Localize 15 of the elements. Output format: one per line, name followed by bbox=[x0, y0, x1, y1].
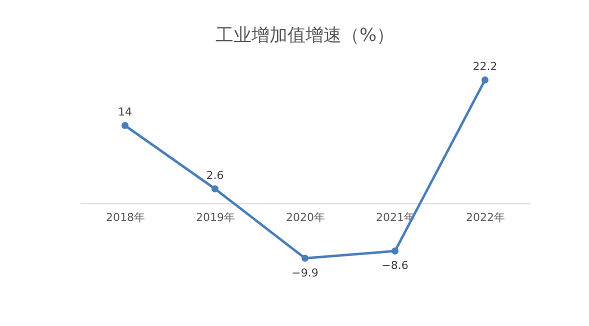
x-tick-label: 2022年 bbox=[466, 210, 505, 224]
x-tick-label: 2019年 bbox=[196, 210, 235, 224]
point bbox=[301, 254, 309, 262]
point bbox=[121, 122, 129, 130]
chart-title: 工业增加值增速（%） bbox=[215, 25, 395, 46]
data-label: −9.9 bbox=[292, 266, 318, 280]
point bbox=[211, 185, 219, 192]
data-label: 14 bbox=[118, 106, 132, 119]
x-tick-label: 2018年 bbox=[106, 210, 145, 224]
data-label: 22.2 bbox=[472, 60, 498, 73]
x-tick-label: 2020年 bbox=[286, 210, 325, 224]
point bbox=[481, 76, 489, 84]
data-label: −8.6 bbox=[382, 259, 408, 272]
point bbox=[391, 248, 399, 255]
data-label: 2.6 bbox=[206, 168, 224, 182]
